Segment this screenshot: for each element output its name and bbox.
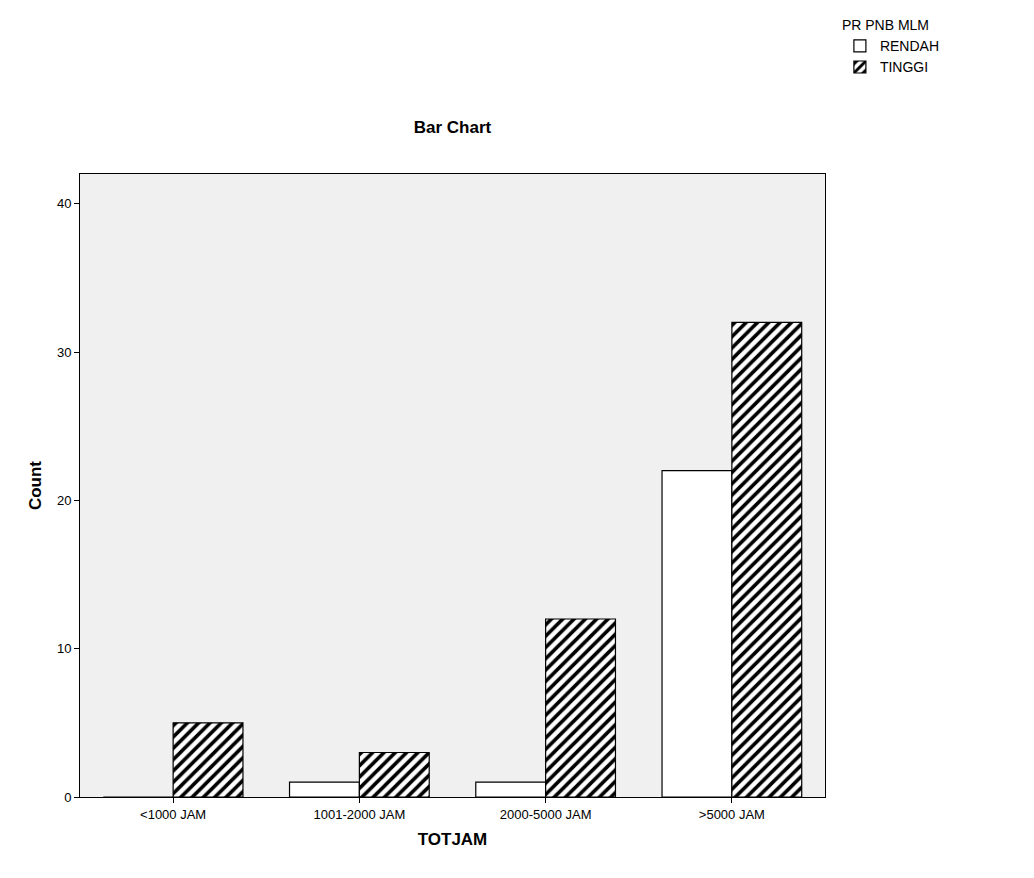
svg-text:Bar Chart: Bar Chart	[414, 118, 492, 137]
svg-text:1001-2000 JAM: 1001-2000 JAM	[313, 807, 405, 822]
svg-text:TOTJAM: TOTJAM	[418, 830, 488, 849]
svg-text:PR PNB MLM: PR PNB MLM	[842, 17, 929, 33]
svg-text:RENDAH: RENDAH	[880, 38, 939, 54]
svg-text:>5000 JAM: >5000 JAM	[699, 807, 765, 822]
svg-text:30: 30	[57, 345, 71, 360]
svg-text:Count: Count	[26, 461, 45, 510]
svg-text:10: 10	[57, 641, 71, 656]
svg-text:40: 40	[57, 196, 71, 211]
svg-text:0: 0	[64, 790, 71, 805]
svg-text:TINGGI: TINGGI	[880, 59, 928, 75]
svg-text:2000-5000 JAM: 2000-5000 JAM	[500, 807, 592, 822]
svg-text:20: 20	[57, 493, 71, 508]
svg-text:<1000 JAM: <1000 JAM	[140, 807, 206, 822]
